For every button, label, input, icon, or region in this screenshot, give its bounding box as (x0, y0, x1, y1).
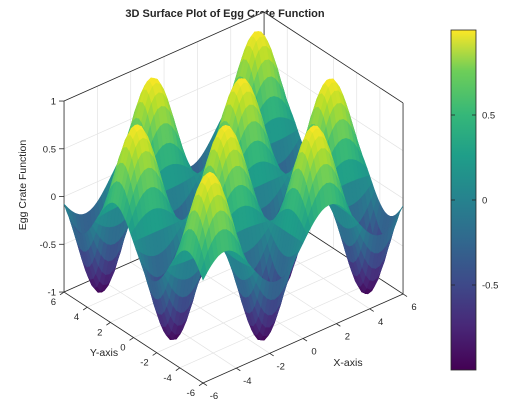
y-tick-mark (59, 291, 65, 296)
x-tick-mark (302, 338, 308, 342)
surface-patch (200, 260, 208, 281)
y-tick-label: -4 (163, 373, 171, 384)
z-axis-label: Egg Crate Function (17, 140, 29, 231)
floor-gridline-y (179, 278, 381, 369)
colorbar-tick-label: -0.5 (482, 281, 498, 292)
y-tick-label: -6 (187, 388, 195, 399)
x-tick-label: 4 (378, 317, 383, 328)
z-tick-label: 1 (51, 97, 56, 108)
y-tick-label: 0 (120, 343, 125, 354)
y-tick-label: 2 (97, 327, 102, 338)
z-tick-label: -1 (48, 288, 56, 299)
y-tick-mark (106, 322, 111, 326)
y-tick-mark (82, 306, 88, 311)
chart-title: 3D Surface Plot of Egg Crate Function (125, 8, 325, 20)
box-edge-top-right (263, 11, 404, 104)
x-axis-label: X-axis (333, 357, 362, 369)
box-edge-top-back (63, 11, 265, 102)
y-axis-label: Y-axis (90, 347, 118, 359)
z-tick-label: 0 (51, 192, 56, 203)
z-tick-label: -0.5 (40, 240, 56, 251)
colorbar-tick-label: 0.5 (482, 111, 495, 122)
x-tick-label: -6 (210, 391, 218, 402)
x-tick-mark (202, 382, 208, 386)
y-tick-mark (129, 337, 134, 341)
colorbar-ticks: -0.5 0 0.5 (451, 111, 498, 292)
y-tick-mark (152, 352, 157, 356)
x-tick-mark (269, 352, 274, 357)
colorbar: -0.5 0 0.5 (450, 29, 498, 371)
x-tick-mark (402, 293, 408, 297)
x-tick-label: 2 (345, 332, 350, 343)
x-tick-label: 0 (311, 347, 316, 358)
colorbar-tick-label: 0 (482, 196, 487, 207)
x-tick-mark (336, 323, 341, 327)
x-tick-label: 6 (411, 302, 416, 313)
x-tick-label: -2 (276, 361, 284, 372)
surface-mesh (63, 31, 404, 341)
y-tick-mark (175, 367, 181, 371)
y-tick-label: 6 (51, 297, 56, 308)
x-tick-label: -4 (243, 376, 251, 387)
z-tick-label: 0.5 (43, 144, 56, 155)
x-tick-mark (369, 308, 374, 312)
y-tick-mark (198, 382, 204, 387)
y-tick-label: -2 (140, 358, 148, 369)
x-tick-mark (236, 367, 241, 372)
y-tick-label: 4 (74, 312, 79, 323)
